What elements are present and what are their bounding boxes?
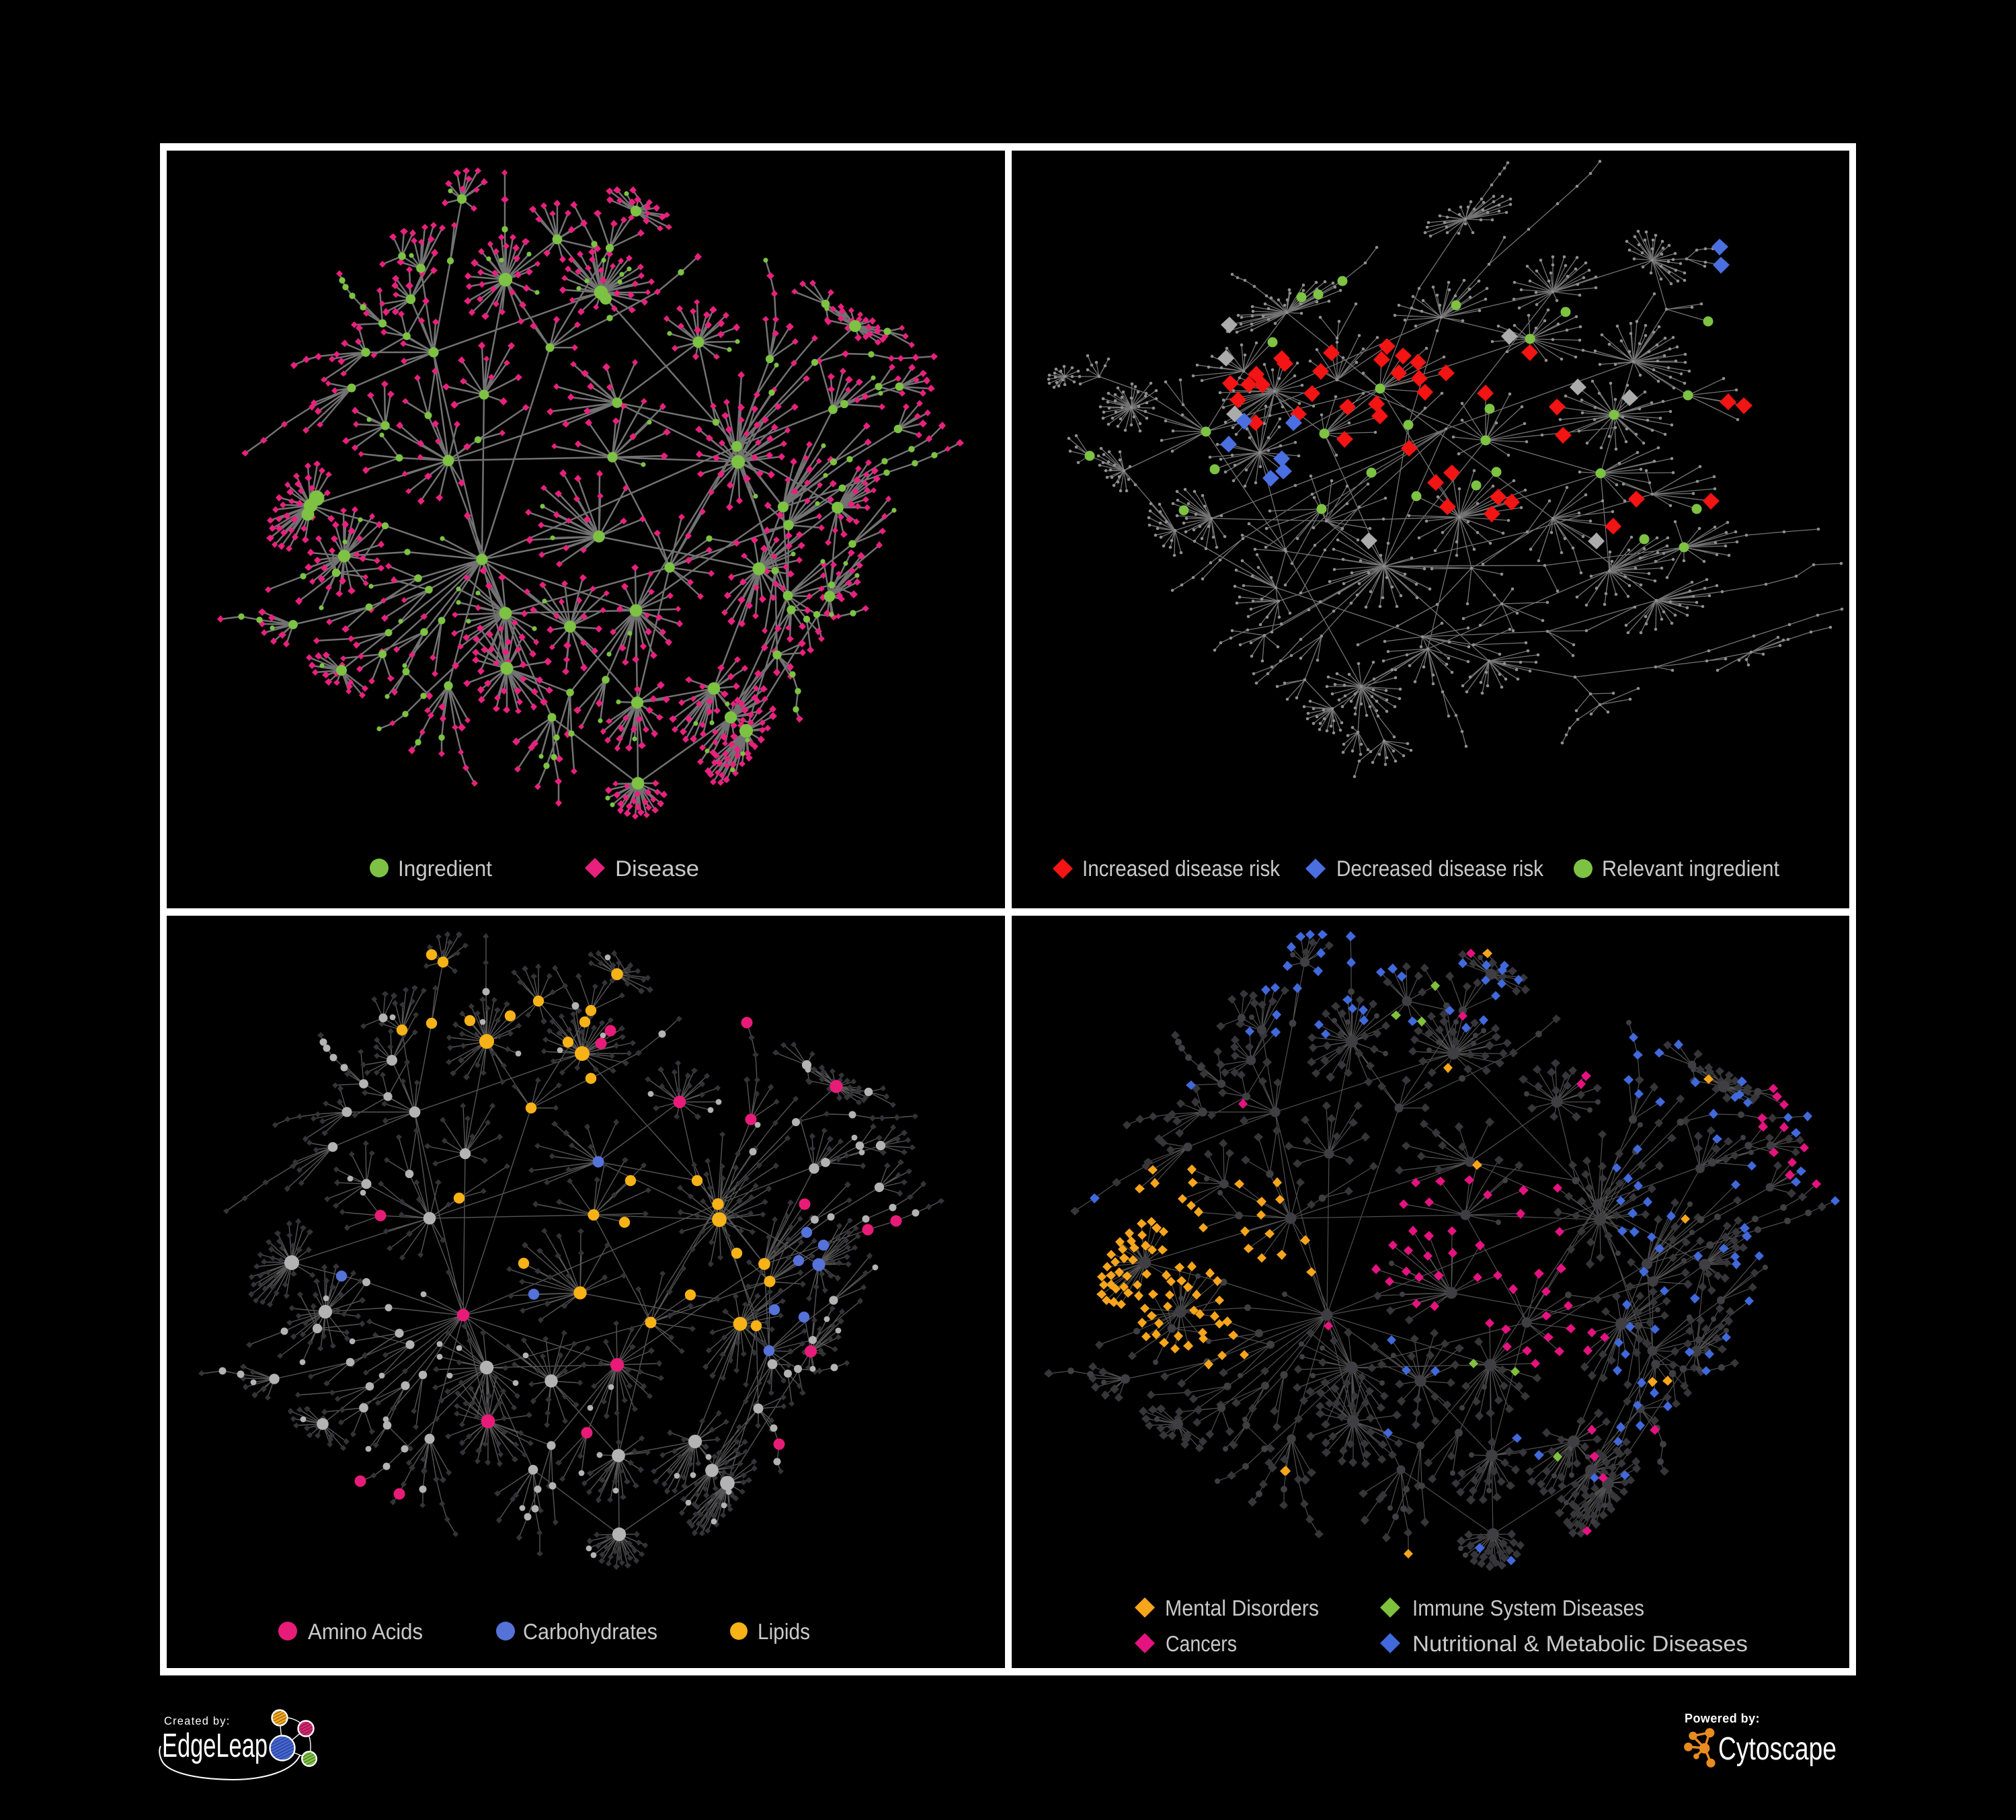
svg-text:Relevant ingredient: Relevant ingredient <box>1602 856 1779 881</box>
svg-text:Cytoscape: Cytoscape <box>1718 1731 1837 1767</box>
svg-text:Disease: Disease <box>615 856 699 881</box>
svg-text:Nutritional & Metabolic Diseas: Nutritional & Metabolic Diseases <box>1412 1631 1748 1656</box>
svg-text:Carbohydrates: Carbohydrates <box>523 1619 657 1644</box>
svg-text:Lipids: Lipids <box>758 1619 810 1644</box>
svg-text:Mental Disorders: Mental Disorders <box>1165 1595 1319 1620</box>
svg-text:Cancers: Cancers <box>1166 1631 1237 1656</box>
svg-text:EdgeLeap: EdgeLeap <box>162 1727 268 1764</box>
svg-text:Decreased disease risk: Decreased disease risk <box>1336 856 1543 881</box>
svg-text:Powered by:: Powered by: <box>1685 1712 1760 1726</box>
svg-text:Ingredient: Ingredient <box>398 856 492 881</box>
svg-text:Created by:: Created by: <box>164 1715 231 1727</box>
svg-text:Increased disease risk: Increased disease risk <box>1082 856 1280 881</box>
svg-text:Immune System Diseases: Immune System Diseases <box>1412 1595 1644 1620</box>
svg-text:Amino Acids: Amino Acids <box>308 1619 423 1644</box>
